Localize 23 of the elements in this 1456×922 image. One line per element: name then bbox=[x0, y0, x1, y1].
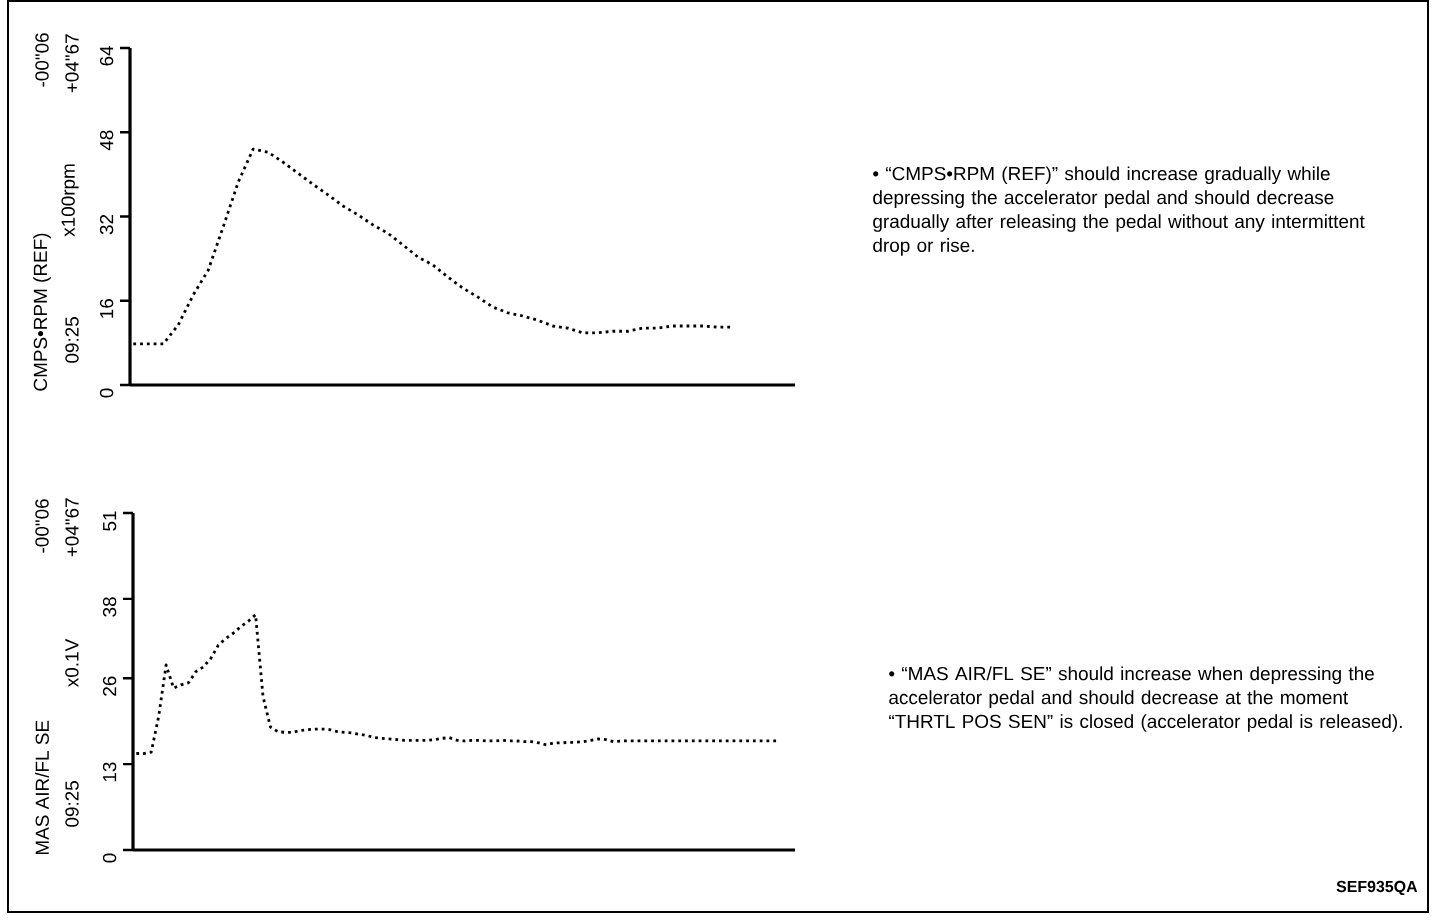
y-tick-label: 64 bbox=[99, 46, 114, 66]
text: 09:25 bbox=[65, 781, 79, 827]
y-tick-label: 38 bbox=[102, 597, 117, 617]
text: SEF935QA bbox=[1336, 880, 1418, 896]
text: -00"06 bbox=[35, 33, 49, 87]
text: • “CMPS•RPM (REF)” should increase gradually while depressing the accelerator pedal and should decrease gradually after releasing the pedal without any intermittent drop or rise. bbox=[873, 166, 1365, 256]
y-tick-label: 51 bbox=[103, 511, 117, 531]
text: +04"67 bbox=[65, 34, 79, 93]
text: x100rpm bbox=[61, 164, 79, 237]
text: +04"67 bbox=[65, 498, 79, 557]
text: • “MAS AIR/FL SE” should increase when depressing the accelerator pedal and should decrease at the moment “THRTL POS SEN” is closed (accelerator pedal is released). bbox=[889, 666, 1402, 732]
y-axis-title: CMPS•RPM (REF) bbox=[33, 233, 51, 391]
y-axis-title: MAS AIR/FL SE bbox=[35, 720, 49, 855]
text: 09:25 bbox=[65, 317, 79, 363]
y-tick-label: 13 bbox=[102, 762, 117, 782]
text: -00"06 bbox=[35, 499, 49, 553]
y-tick-label: 0 bbox=[99, 388, 114, 398]
y-tick-label: 26 bbox=[102, 676, 117, 696]
y-tick-label: 32 bbox=[99, 214, 114, 235]
y-tick-label: 0 bbox=[102, 853, 117, 863]
text: x0.1V bbox=[65, 638, 79, 687]
y-tick-label: 48 bbox=[99, 130, 114, 151]
y-tick-label: 16 bbox=[99, 299, 114, 318]
